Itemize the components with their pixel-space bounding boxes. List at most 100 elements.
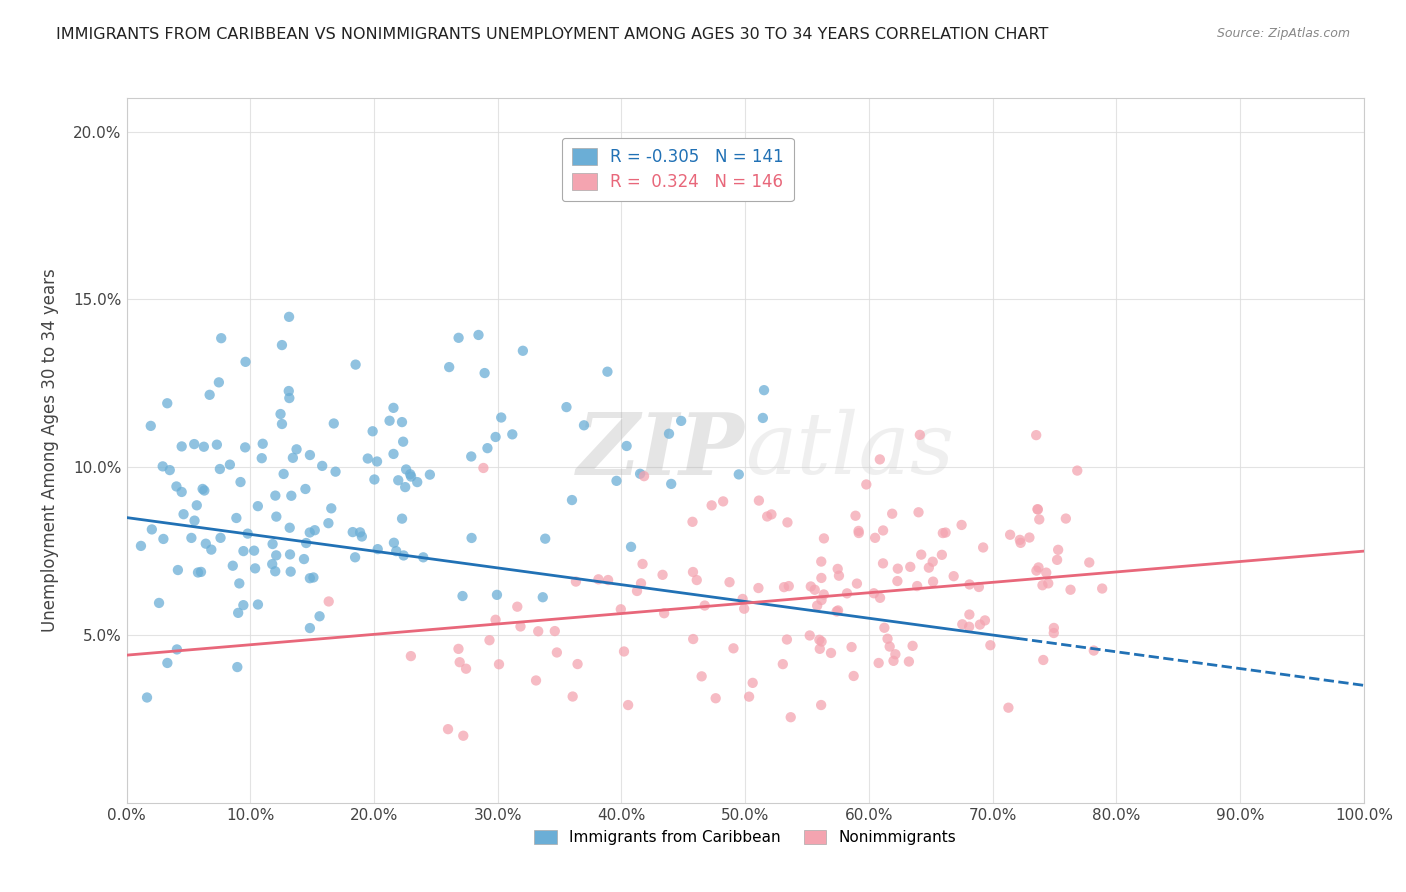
Point	[876, 632, 898, 646]
Point	[447, 641, 470, 656]
Point	[477, 441, 499, 455]
Point	[382, 535, 405, 549]
Point	[1010, 536, 1032, 550]
Point	[752, 411, 775, 425]
Point	[561, 493, 583, 508]
Point	[844, 508, 866, 523]
Point	[322, 417, 344, 431]
Point	[886, 574, 908, 588]
Point	[489, 410, 512, 425]
Point	[842, 669, 865, 683]
Point	[778, 579, 800, 593]
Point	[873, 621, 896, 635]
Point	[1059, 582, 1081, 597]
Point	[872, 557, 894, 571]
Y-axis label: Unemployment Among Ages 30 to 34 years: Unemployment Among Ages 30 to 34 years	[41, 268, 59, 632]
Point	[173, 507, 195, 521]
Point	[910, 548, 932, 562]
Point	[170, 439, 193, 453]
Point	[194, 537, 217, 551]
Point	[741, 676, 763, 690]
Point	[391, 415, 413, 429]
Point	[506, 599, 529, 614]
Point	[392, 434, 415, 449]
Point	[855, 477, 877, 491]
Point	[942, 569, 965, 583]
Point	[228, 576, 250, 591]
Point	[1046, 553, 1069, 567]
Point	[399, 649, 422, 664]
Point	[304, 523, 326, 537]
Point	[454, 662, 477, 676]
Point	[382, 447, 405, 461]
Point	[278, 391, 301, 405]
Point	[524, 673, 547, 688]
Point	[616, 439, 638, 453]
Point	[1025, 428, 1047, 442]
Point	[544, 624, 567, 638]
Point	[190, 565, 212, 579]
Point	[298, 525, 321, 540]
Point	[264, 564, 287, 578]
Point	[887, 562, 910, 576]
Point	[484, 613, 506, 627]
Point	[555, 400, 578, 414]
Point	[967, 580, 990, 594]
Point	[387, 473, 409, 487]
Point	[447, 331, 470, 345]
Point	[626, 584, 648, 599]
Point	[828, 568, 851, 582]
Point	[250, 451, 273, 466]
Point	[810, 593, 832, 607]
Point	[1035, 566, 1057, 580]
Point	[361, 424, 384, 438]
Legend: Immigrants from Caribbean, Nonimmigrants: Immigrants from Caribbean, Nonimmigrants	[527, 824, 963, 852]
Point	[271, 417, 294, 431]
Point	[808, 632, 831, 647]
Point	[704, 691, 727, 706]
Point	[841, 640, 863, 654]
Point	[872, 524, 894, 538]
Point	[225, 511, 247, 525]
Point	[406, 475, 429, 489]
Point	[1083, 643, 1105, 657]
Point	[813, 587, 835, 601]
Point	[808, 641, 831, 656]
Point	[437, 360, 460, 375]
Point	[848, 526, 870, 541]
Point	[869, 591, 891, 605]
Point	[630, 576, 652, 591]
Point	[318, 594, 340, 608]
Point	[884, 647, 907, 661]
Point	[682, 632, 704, 646]
Point	[1066, 464, 1088, 478]
Point	[820, 646, 842, 660]
Point	[756, 509, 779, 524]
Point	[1026, 502, 1049, 516]
Point	[222, 558, 245, 573]
Point	[273, 467, 295, 481]
Point	[727, 467, 749, 482]
Point	[1047, 542, 1070, 557]
Point	[437, 722, 460, 736]
Point	[280, 489, 302, 503]
Point	[633, 469, 655, 483]
Point	[620, 540, 643, 554]
Point	[1025, 564, 1047, 578]
Point	[733, 601, 755, 615]
Point	[246, 499, 269, 513]
Point	[1091, 582, 1114, 596]
Point	[810, 698, 832, 712]
Point	[631, 557, 654, 571]
Point	[613, 644, 636, 658]
Point	[478, 633, 501, 648]
Point	[193, 483, 215, 498]
Point	[226, 606, 249, 620]
Point	[183, 437, 205, 451]
Point	[235, 355, 257, 369]
Point	[243, 561, 266, 575]
Point	[166, 642, 188, 657]
Point	[219, 458, 242, 472]
Point	[546, 645, 568, 659]
Point	[264, 549, 287, 563]
